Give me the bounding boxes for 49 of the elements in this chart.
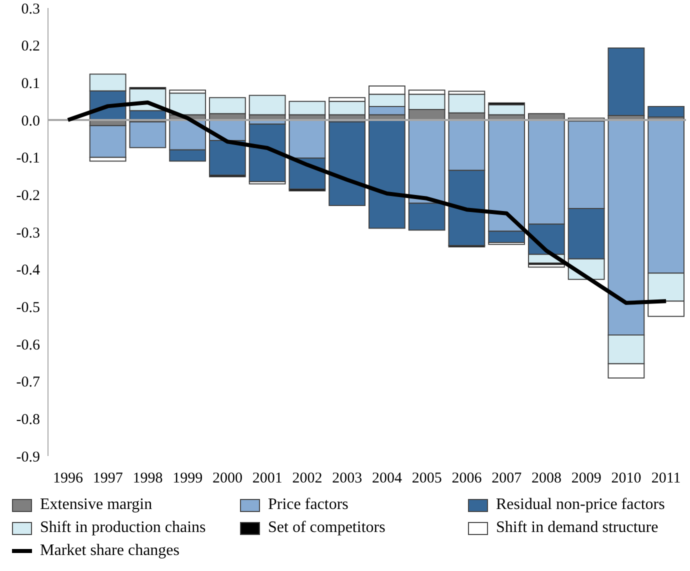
bar <box>328 100 366 116</box>
y-tick-label: 0.2 <box>21 38 40 55</box>
legend-label: Set of competitors <box>268 519 386 537</box>
legend-label: Residual non-price factors <box>496 496 665 514</box>
bar <box>89 125 126 158</box>
x-tick-label: 1997 <box>92 470 124 487</box>
x-tick-label: 2004 <box>372 470 402 487</box>
bar <box>608 47 645 116</box>
x-tick-label: 2011 <box>651 470 681 487</box>
x-tick-label: 2010 <box>611 470 642 487</box>
legend-label: Shift in production chains <box>40 519 206 537</box>
x-tick-label: 2009 <box>571 470 602 487</box>
y-tick-label: 0.3 <box>21 1 40 18</box>
legend-label: Extensive margin <box>40 496 152 514</box>
y-tick-label: -0.2 <box>16 188 40 204</box>
bar <box>368 120 406 229</box>
y-tick-label: -0.9 <box>16 449 40 466</box>
y-tick-label: -0.4 <box>16 262 40 279</box>
x-tick-label: 2006 <box>452 470 482 487</box>
x-tick-label: 2008 <box>531 470 562 487</box>
y-tick-label: -0.7 <box>16 374 40 391</box>
x-tick-label: 2001 <box>252 470 282 487</box>
x-tick-label: 2000 <box>212 470 242 487</box>
y-tick-label: -0.8 <box>16 412 40 428</box>
x-tick-label: 2005 <box>412 470 442 487</box>
x-tick-label: 2007 <box>492 470 522 487</box>
bar <box>488 104 526 116</box>
y-tick-label: 0.1 <box>21 76 40 92</box>
x-tick-label: 1999 <box>172 470 203 487</box>
y-tick-label: -0.1 <box>16 150 40 167</box>
bar <box>648 106 685 118</box>
legend-label: Price factors <box>268 496 348 514</box>
bar <box>169 92 206 116</box>
bar <box>248 124 286 182</box>
legend-label: Market share changes <box>40 542 180 560</box>
y-tick-label: -0.5 <box>16 300 40 316</box>
legend-label: Shift in demand structure <box>496 519 658 537</box>
y-tick-label: -0.6 <box>16 337 40 354</box>
y-tick-label: -0.3 <box>16 225 40 242</box>
bar <box>129 121 166 148</box>
bar <box>248 94 286 116</box>
bar <box>288 100 326 116</box>
bar <box>328 121 366 206</box>
y-tick-label: 0.0 <box>21 113 40 130</box>
line-series <box>66 100 668 305</box>
x-tick-label: 2002 <box>292 470 322 487</box>
x-tick-label: 1996 <box>52 470 84 487</box>
x-tick-label: 1998 <box>132 470 163 487</box>
x-tick-label: 2003 <box>332 470 362 487</box>
